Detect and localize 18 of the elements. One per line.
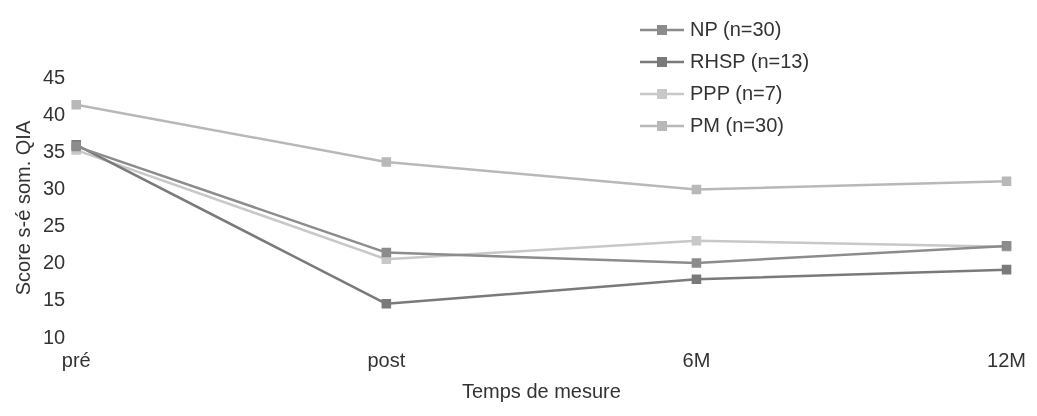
legend-label: RHSP (n=13) <box>690 49 810 72</box>
y-tick-label: 35 <box>43 139 66 162</box>
x-tick-label: 6M <box>682 348 711 371</box>
y-tick-label: 20 <box>43 251 66 274</box>
y-tick-label: 15 <box>43 288 66 311</box>
y-tick-label: 45 <box>43 65 66 88</box>
y-tick-label: 25 <box>43 214 66 237</box>
y-axis-title: Score s-é som. QIA <box>11 120 34 296</box>
legend-label: PPP (n=7) <box>690 81 783 104</box>
x-tick-label: pré <box>61 348 91 371</box>
y-tick-label: 40 <box>43 102 66 125</box>
x-tick-label: post <box>367 348 406 371</box>
x-tick-label: 12M <box>987 348 1026 371</box>
y-tick-label: 30 <box>43 176 66 199</box>
legend-label: PM (n=30) <box>690 113 784 136</box>
y-tick-label: 10 <box>43 325 66 348</box>
legend-label: NP (n=30) <box>690 17 782 40</box>
x-axis-title: Temps de mesure <box>461 379 621 402</box>
